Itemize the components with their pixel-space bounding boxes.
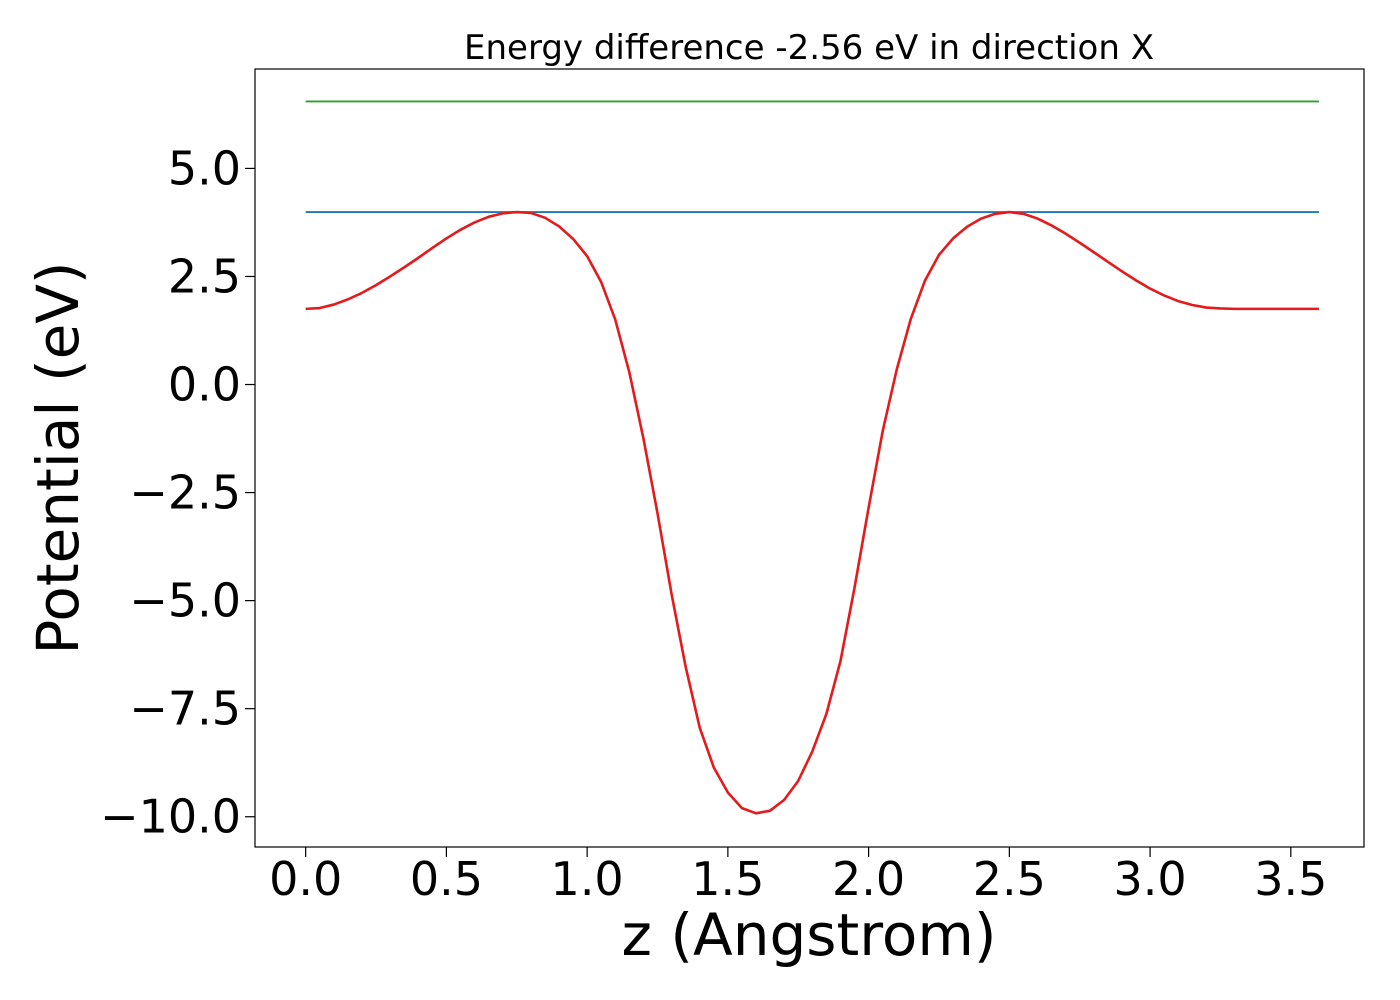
x-tick-label: 3.5	[1254, 852, 1327, 906]
series-layer	[305, 100, 1319, 815]
y-tick-label: −2.5	[129, 466, 241, 520]
chart-title: Energy difference -2.56 eV in direction …	[464, 28, 1154, 68]
y-tick-label: −5.0	[129, 574, 241, 628]
plot-frame	[254, 68, 1365, 848]
y-axis-label: Potential (eV)	[24, 261, 92, 654]
x-axis: 0.0 0.5 1.0 1.5 2.0 2.5 3.0 3.5	[269, 847, 1327, 906]
x-tick-label: 2.0	[832, 852, 905, 906]
y-tick-label: 2.5	[168, 249, 241, 303]
x-tick-label: 3.0	[1114, 852, 1187, 906]
y-tick-label: 5.0	[168, 141, 241, 195]
x-tick-label: 0.0	[269, 852, 342, 906]
y-axis: 5.0 2.5 0.0 −2.5 −5.0 −7.5 −10.0	[100, 141, 255, 844]
x-tick-label: 1.5	[691, 852, 764, 906]
y-tick-label: −7.5	[129, 682, 241, 736]
y-tick-label: 0.0	[168, 358, 241, 412]
x-axis-label: z (Angstrom)	[622, 901, 997, 969]
y-tick-label: −10.0	[100, 790, 241, 844]
x-tick-label: 1.0	[551, 852, 624, 906]
x-tick-label: 0.5	[410, 852, 483, 906]
series-line-2	[305, 210, 1319, 815]
x-tick-label: 2.5	[973, 852, 1046, 906]
